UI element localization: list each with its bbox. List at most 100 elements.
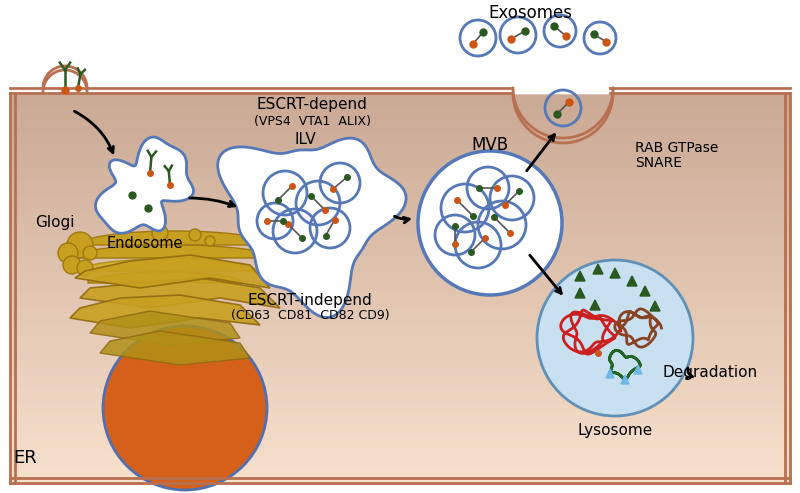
Polygon shape <box>610 268 620 278</box>
Text: ESCRT-depend: ESCRT-depend <box>257 98 367 112</box>
Bar <box>10 137 790 142</box>
Bar <box>10 264 790 269</box>
Bar <box>10 347 790 352</box>
Bar <box>10 107 790 112</box>
Bar <box>10 356 790 361</box>
Polygon shape <box>88 272 242 283</box>
Bar <box>10 146 790 151</box>
Polygon shape <box>575 288 585 298</box>
Bar <box>10 200 790 205</box>
Text: ILV: ILV <box>294 133 316 147</box>
Bar <box>10 303 790 308</box>
Circle shape <box>152 225 168 241</box>
Polygon shape <box>650 301 660 311</box>
Bar <box>10 117 790 122</box>
Bar <box>10 342 790 347</box>
Polygon shape <box>575 271 585 281</box>
Text: Lysosome: Lysosome <box>578 423 653 437</box>
Bar <box>10 458 790 463</box>
Text: Glogi: Glogi <box>35 215 74 231</box>
Polygon shape <box>218 138 406 317</box>
Circle shape <box>537 260 693 416</box>
Text: (CD63  CD81  CD82 CD9): (CD63 CD81 CD82 CD9) <box>230 310 390 322</box>
Text: ESCRT-independ: ESCRT-independ <box>248 293 372 309</box>
Bar <box>440 0 800 93</box>
Circle shape <box>67 232 93 258</box>
Bar <box>10 122 790 127</box>
Bar <box>10 463 790 468</box>
Bar <box>10 132 790 137</box>
Bar <box>10 352 790 356</box>
Polygon shape <box>606 369 614 378</box>
Bar <box>10 181 790 186</box>
Bar <box>10 298 790 303</box>
Bar <box>10 166 790 171</box>
Circle shape <box>189 229 201 241</box>
Bar <box>10 400 790 405</box>
Text: SNARE: SNARE <box>635 156 682 170</box>
Bar <box>10 210 790 215</box>
Polygon shape <box>590 300 600 310</box>
Bar <box>10 381 790 386</box>
Bar <box>10 366 790 371</box>
Bar <box>10 376 790 381</box>
Bar <box>10 186 790 190</box>
Bar <box>10 112 790 117</box>
Text: Degradation: Degradation <box>662 365 758 381</box>
Polygon shape <box>621 375 629 384</box>
Bar <box>10 454 790 458</box>
Bar <box>10 434 790 439</box>
Bar <box>10 190 790 195</box>
Polygon shape <box>74 245 270 258</box>
Bar <box>10 127 790 132</box>
Polygon shape <box>634 365 642 374</box>
Bar <box>10 142 790 146</box>
Bar <box>10 98 790 103</box>
Circle shape <box>63 256 81 274</box>
Bar <box>10 259 790 264</box>
Polygon shape <box>81 259 255 271</box>
Polygon shape <box>70 295 260 328</box>
Bar <box>10 468 790 473</box>
Bar <box>10 390 790 395</box>
Polygon shape <box>80 278 280 308</box>
Bar <box>10 313 790 317</box>
Bar <box>10 444 790 449</box>
Bar <box>10 415 790 420</box>
Circle shape <box>77 260 93 276</box>
Bar <box>10 327 790 332</box>
Bar <box>10 337 790 342</box>
Bar <box>10 288 790 293</box>
Circle shape <box>418 151 562 295</box>
Text: ER: ER <box>13 449 37 467</box>
Bar <box>10 239 790 244</box>
Bar <box>10 405 790 410</box>
Bar <box>10 234 790 239</box>
Bar <box>10 322 790 327</box>
Circle shape <box>103 326 267 490</box>
Bar <box>10 103 790 107</box>
Bar <box>10 230 790 234</box>
Bar <box>10 371 790 376</box>
Bar <box>10 220 790 225</box>
Bar <box>10 278 790 283</box>
Polygon shape <box>95 137 194 233</box>
Bar <box>10 439 790 444</box>
Bar <box>10 93 790 98</box>
Bar <box>10 308 790 313</box>
Bar <box>10 332 790 337</box>
Polygon shape <box>81 231 269 245</box>
Bar <box>10 156 790 161</box>
Bar <box>10 478 790 483</box>
Polygon shape <box>593 264 603 274</box>
Bar <box>10 293 790 298</box>
Bar <box>10 424 790 429</box>
Bar <box>10 410 790 415</box>
Bar <box>10 249 790 254</box>
Polygon shape <box>640 286 650 296</box>
Circle shape <box>83 246 97 260</box>
Bar <box>10 254 790 259</box>
Bar <box>10 420 790 424</box>
Bar <box>10 274 790 278</box>
Bar <box>10 269 790 274</box>
